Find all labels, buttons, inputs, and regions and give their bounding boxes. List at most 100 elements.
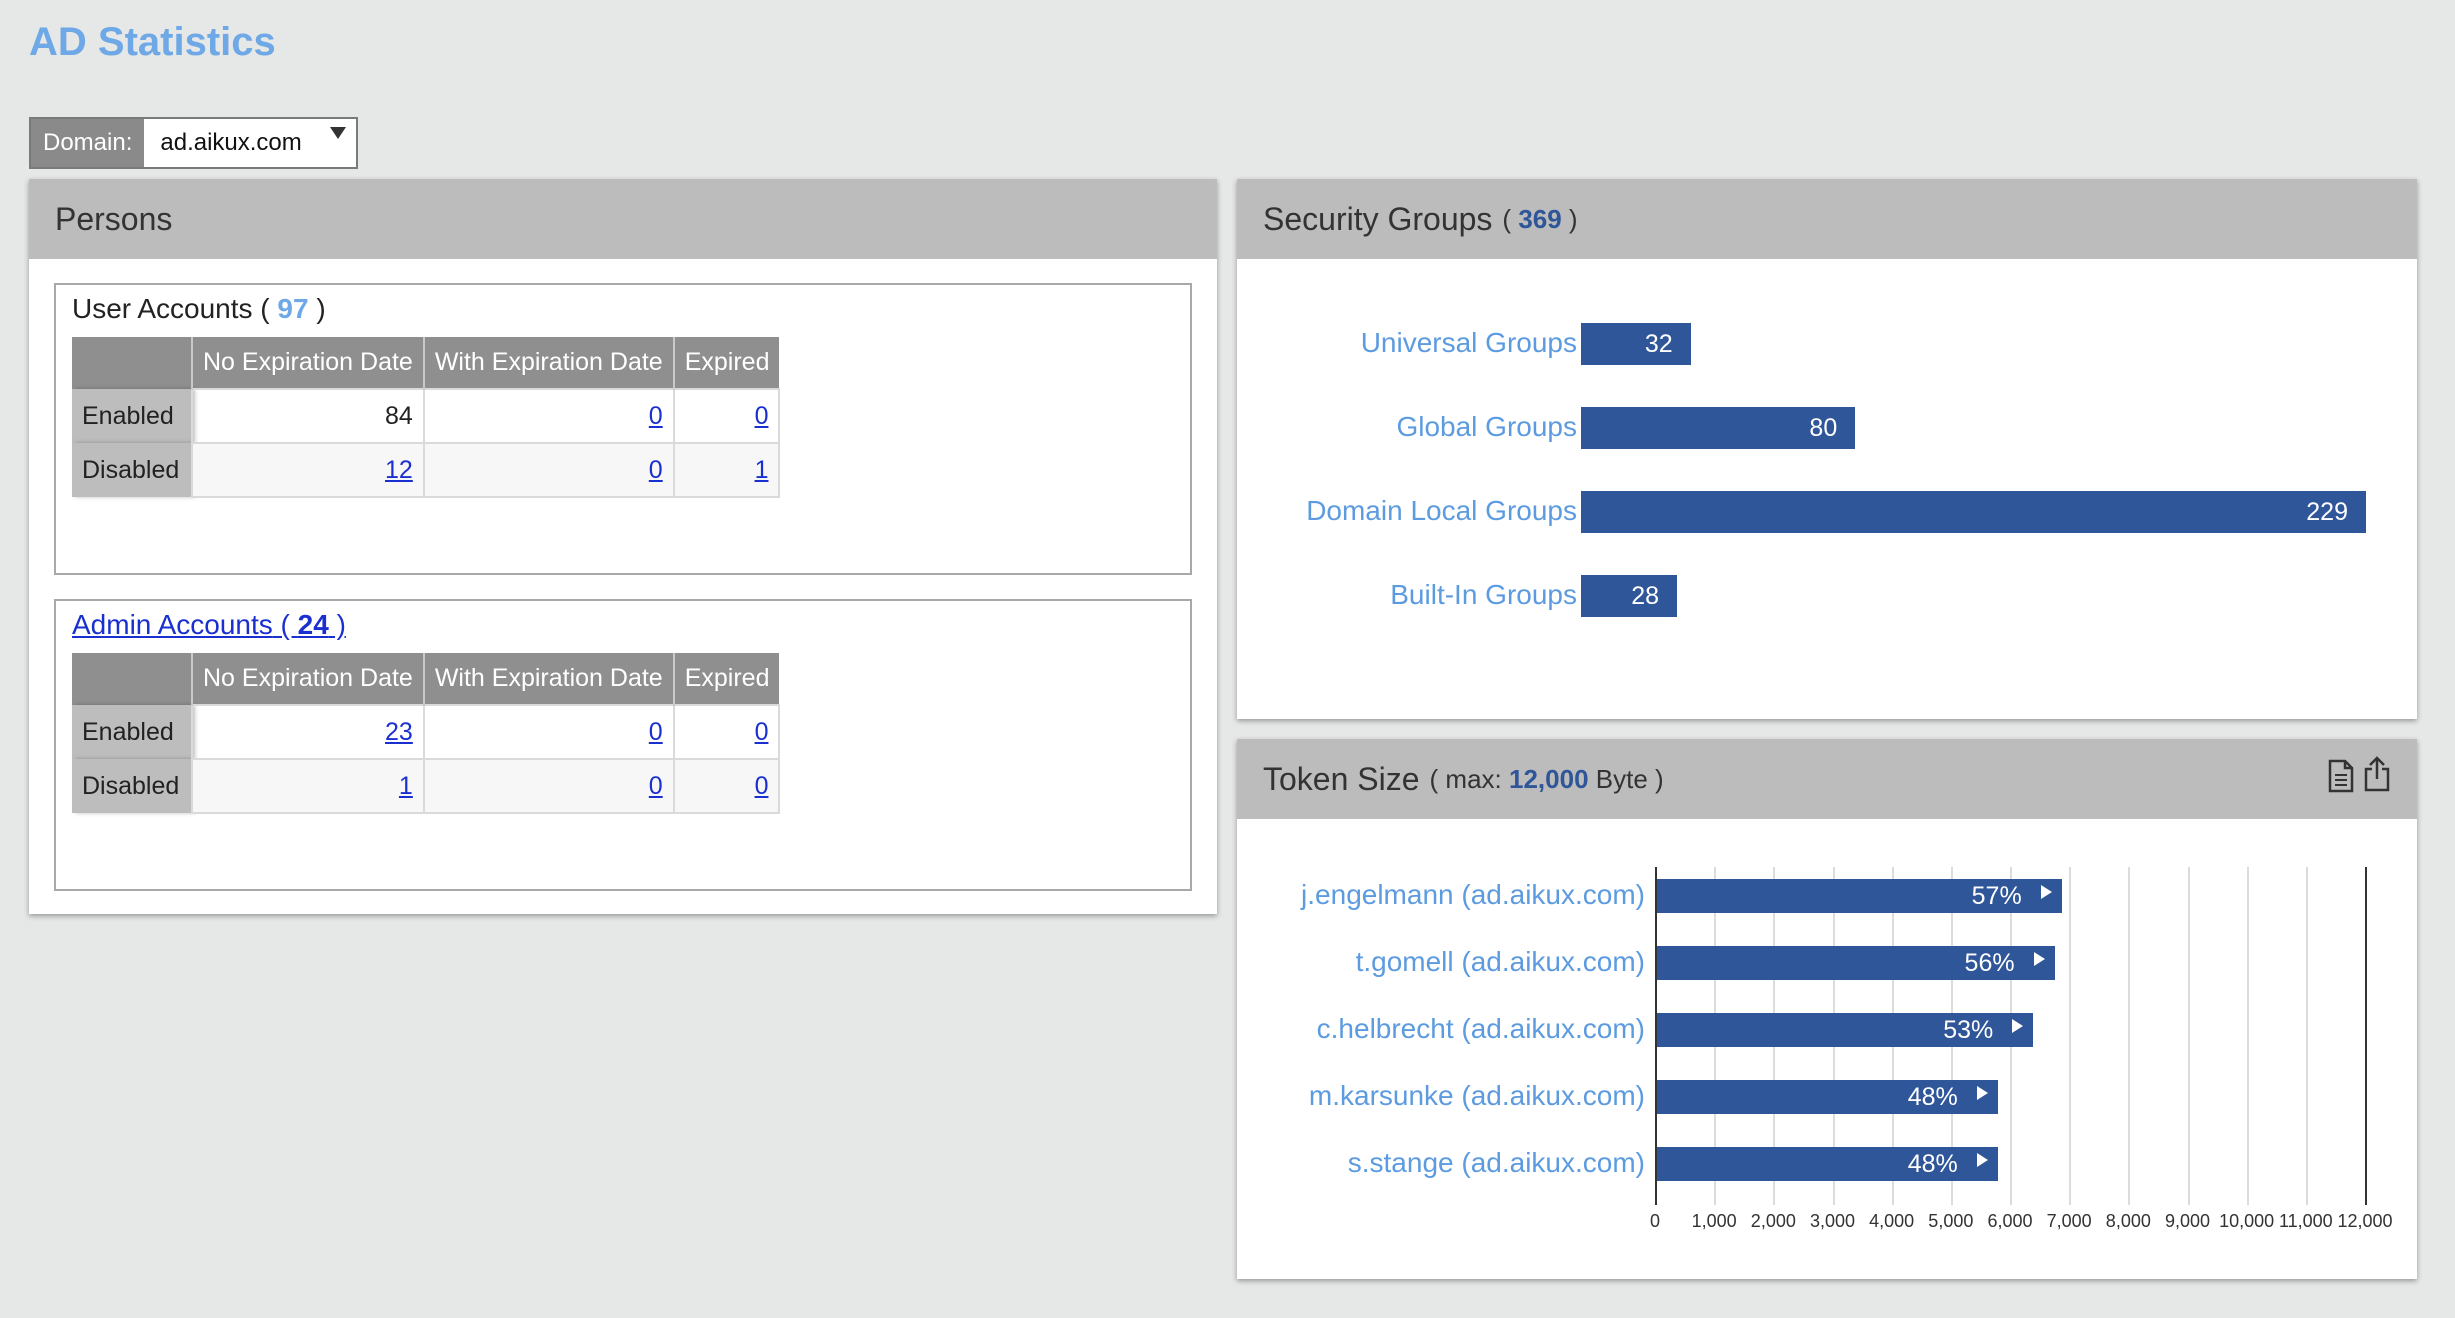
security-group-label[interactable]: Domain Local Groups — [1306, 495, 1577, 526]
x-tick-label: 8,000 — [2105, 1211, 2151, 1231]
grid-line — [2305, 867, 2308, 1205]
security-group-bar[interactable]: 28 — [1581, 575, 1677, 617]
column-header: No Expiration Date — [192, 337, 425, 389]
table-cell-link[interactable]: 0 — [672, 704, 781, 760]
table-cell: 84 — [191, 388, 425, 444]
token-size-user-label[interactable]: c.helbrecht (ad.aikux.com) — [1316, 1013, 1645, 1044]
security-group-label[interactable]: Universal Groups — [1360, 327, 1577, 358]
x-tick-label: 0 — [1649, 1211, 1661, 1231]
table-cell-link[interactable]: 0 — [422, 442, 675, 498]
grid-line — [2187, 867, 2190, 1205]
play-arrow-icon[interactable] — [2033, 952, 2045, 966]
x-tick-label: 2,000 — [1750, 1211, 1796, 1231]
grid-line — [2365, 867, 2367, 1205]
play-arrow-icon[interactable] — [2040, 885, 2052, 899]
table-corner — [72, 653, 193, 705]
persons-panel-header: Persons — [29, 179, 1217, 259]
persons-title: Persons — [55, 200, 173, 237]
row-header: Enabled — [72, 705, 192, 759]
bar-value-label: 80 — [1809, 413, 1838, 442]
user-accounts-title: User Accounts ( 97 ) — [72, 293, 326, 324]
admin-accounts-count: 24 — [297, 609, 329, 640]
table-cell-link[interactable]: 0 — [672, 388, 781, 444]
table-header-row: No Expiration Date With Expiration Date … — [72, 653, 780, 705]
token-size-bar[interactable]: 56% — [1657, 946, 2055, 980]
export-icon[interactable] — [2362, 755, 2392, 793]
domain-label: Domain: — [31, 119, 145, 167]
domain-value-text: ad.aikux.com — [160, 129, 302, 156]
admin-accounts-link[interactable]: Admin Accounts ( 24 ) — [72, 609, 346, 640]
token-size-user-label[interactable]: t.gomell (ad.aikux.com) — [1355, 946, 1645, 977]
page-title: AD Statistics — [29, 20, 276, 64]
security-groups-total: ( 369 ) — [1502, 203, 1578, 234]
security-group-bar[interactable]: 229 — [1581, 491, 2366, 533]
document-icon[interactable] — [2327, 759, 2355, 793]
table-corner — [72, 337, 193, 389]
y-axis-line — [1655, 867, 1657, 1205]
domain-value[interactable]: ad.aikux.com — [144, 119, 356, 167]
x-tick-label: 7,000 — [2046, 1211, 2092, 1231]
security-group-bar[interactable]: 80 — [1581, 407, 1856, 449]
user-accounts-count: 97 — [277, 293, 309, 324]
x-tick-label: 6,000 — [1987, 1211, 2033, 1231]
security-groups-title: Security Groups — [1263, 200, 1493, 237]
column-header: No Expiration Date — [192, 653, 425, 705]
persons-panel: Persons User Accounts ( 97 ) No Expirati… — [29, 179, 1217, 914]
bar-value-label: 28 — [1631, 581, 1659, 610]
play-arrow-icon[interactable] — [2012, 1019, 2024, 1033]
table-cell-link[interactable]: 0 — [422, 388, 675, 444]
token-size-user-label[interactable]: m.karsunke (ad.aikux.com) — [1308, 1080, 1645, 1111]
security-group-label[interactable]: Built-In Groups — [1390, 579, 1577, 610]
admin-accounts-label: Admin Accounts — [72, 609, 273, 640]
table-row: Enabled 23 0 0 — [72, 704, 781, 760]
token-size-panel: Token Size ( max: 12,000 Byte ) 0 1,000 2,… — [1237, 739, 2417, 1279]
table-cell-link[interactable]: 0 — [422, 758, 675, 814]
user-accounts-box: User Accounts ( 97 ) No Expiration Date … — [54, 283, 1192, 575]
token-size-user-label[interactable]: j.engelmann (ad.aikux.com) — [1301, 879, 1645, 910]
play-arrow-icon[interactable] — [1976, 1086, 1988, 1100]
user-accounts-label: User Accounts — [72, 293, 253, 324]
table-cell-link[interactable]: 1 — [672, 442, 781, 498]
bar-value-label: 32 — [1644, 329, 1673, 358]
table-row: Disabled 12 0 1 — [72, 442, 781, 498]
bar-data-label: 48% — [1907, 1082, 1958, 1111]
token-size-bar[interactable]: 48% — [1657, 1080, 1998, 1114]
row-header: Enabled — [72, 389, 192, 443]
x-tick-label: 9,000 — [2164, 1211, 2211, 1231]
column-header: With Expiration Date — [423, 337, 675, 389]
domain-select[interactable]: Domain: ad.aikux.com — [29, 117, 359, 169]
table-cell-link[interactable]: 23 — [191, 704, 425, 760]
bar-data-label: 56% — [1964, 948, 2015, 977]
token-size-user-label[interactable]: s.stange (ad.aikux.com) — [1347, 1147, 1645, 1178]
table-cell-link[interactable]: 0 — [672, 758, 781, 814]
security-group-label[interactable]: Global Groups — [1396, 411, 1577, 442]
bar-data-label: 48% — [1907, 1149, 1958, 1178]
token-size-bar[interactable]: 57% — [1657, 879, 2062, 913]
grid-line — [2246, 867, 2249, 1205]
table-cell-link[interactable]: 0 — [422, 704, 675, 760]
play-arrow-icon[interactable] — [1976, 1153, 1988, 1167]
token-size-bar[interactable]: 48% — [1657, 1147, 1998, 1181]
bar-data-label: 53% — [1943, 1015, 1994, 1044]
bar-data-label: 57% — [1971, 881, 2022, 910]
admin-accounts-box: Admin Accounts ( 24 ) No Expiration Date… — [54, 599, 1192, 891]
security-group-bar[interactable]: 32 — [1581, 323, 1691, 365]
bar-value-label: 229 — [2306, 497, 2348, 526]
x-tick-label: 1,000 — [1691, 1211, 1737, 1231]
table-row: Disabled 1 0 0 — [72, 758, 781, 814]
x-tick-label: 5,000 — [1928, 1211, 1974, 1231]
table-cell-link[interactable]: 1 — [191, 758, 425, 814]
row-header: Disabled — [72, 759, 192, 813]
security-groups-panel: Security Groups ( 369 ) Universal Groups… — [1237, 179, 2417, 719]
x-tick-label: 4,000 — [1869, 1211, 1915, 1231]
token-size-max: ( max: 12,000 Byte ) — [1429, 763, 1664, 794]
row-header: Disabled — [72, 443, 192, 497]
token-size-title: Token Size — [1263, 760, 1420, 797]
table-cell-link[interactable]: 12 — [191, 442, 425, 498]
x-tick-label: 3,000 — [1809, 1211, 1856, 1231]
chevron-down-icon[interactable] — [330, 127, 347, 139]
table-header-row: No Expiration Date With Expiration Date … — [72, 337, 780, 389]
token-size-bar[interactable]: 53% — [1657, 1013, 2034, 1047]
grid-line — [2069, 867, 2072, 1205]
user-accounts-table: No Expiration Date With Expiration Date … — [72, 337, 781, 498]
